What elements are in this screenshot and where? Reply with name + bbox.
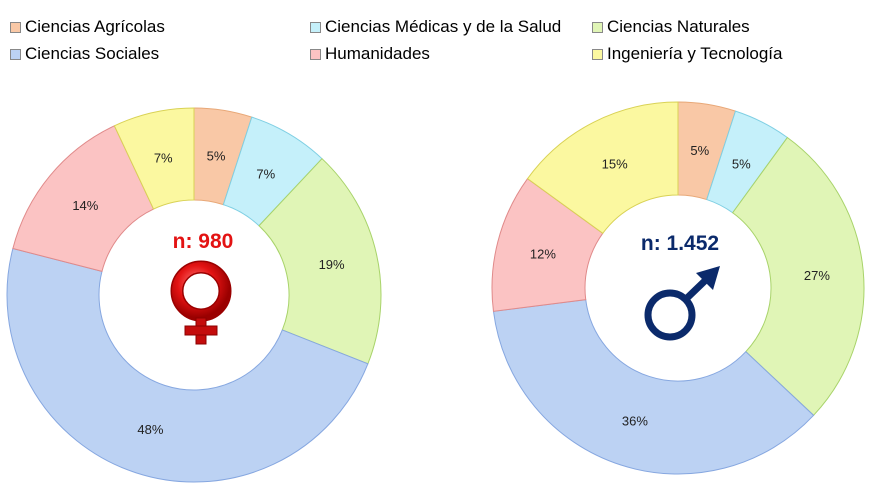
- data-label-ingenieria-y-tecnologia: 15%: [602, 157, 628, 172]
- data-label-ciencias-sociales: 48%: [137, 422, 163, 437]
- donut-male: 5% 5% 27% 36% 12% 15%: [491, 101, 865, 475]
- donut-female: 5% 7% 19% 48% 14% 7%: [6, 107, 382, 483]
- slice-ciencias-sociales: [492, 299, 815, 475]
- data-label-humanidades: 14%: [72, 198, 98, 213]
- legend-label: Ciencias Naturales: [607, 17, 750, 36]
- data-label-humanidades: 12%: [530, 246, 556, 261]
- legend-item-ingenieria-tecnologia: Ingeniería y Tecnología: [592, 44, 782, 64]
- legend-swatch: [592, 21, 603, 33]
- slice-ingenieria-y-tecnologia: [526, 101, 679, 235]
- center-label-female: n: 980: [173, 230, 234, 253]
- male-symbol-icon: [644, 266, 720, 341]
- female-symbol-icon: [170, 260, 232, 345]
- slice-ciencias-naturales: [731, 136, 865, 417]
- legend-item-ciencias-medicas: Ciencias Médicas y de la Salud: [310, 17, 561, 37]
- legend-label: Ciencias Agrícolas: [25, 17, 165, 36]
- data-label-ciencias-sociales: 36%: [622, 414, 648, 429]
- data-label-ciencias-medicas-y-de-la-salud: 7%: [256, 167, 275, 182]
- legend: Ciencias Agrícolas Ciencias Médicas y de…: [0, 0, 886, 80]
- data-label-ciencias-naturales: 27%: [804, 268, 830, 283]
- legend-item-ciencias-agricolas: Ciencias Agrícolas: [10, 17, 165, 37]
- legend-label: Ciencias Médicas y de la Salud: [325, 17, 562, 36]
- legend-label: Humanidades: [325, 44, 430, 63]
- legend-label: Ingeniería y Tecnología: [607, 44, 783, 63]
- data-label-ciencias-naturales: 19%: [319, 257, 345, 272]
- legend-item-ciencias-sociales: Ciencias Sociales: [10, 44, 159, 64]
- slice-ciencias-sociales: [6, 247, 369, 483]
- legend-swatch: [592, 48, 603, 60]
- legend-swatch: [10, 21, 21, 33]
- legend-item-humanidades: Humanidades: [310, 44, 430, 64]
- center-label-male: n: 1.452: [641, 232, 719, 255]
- legend-swatch: [310, 48, 321, 60]
- legend-swatch: [310, 21, 321, 33]
- slice-ingenieria-y-tecnologia: [113, 107, 195, 210]
- legend-swatch: [10, 48, 21, 60]
- data-label-ingenieria-y-tecnologia: 7%: [154, 150, 173, 165]
- data-label-ciencias-agricolas: 5%: [207, 149, 226, 164]
- slice-ciencias-naturales: [258, 157, 382, 365]
- legend-label: Ciencias Sociales: [25, 44, 160, 63]
- data-label-ciencias-agricolas: 5%: [690, 143, 709, 158]
- legend-item-ciencias-naturales: Ciencias Naturales: [592, 17, 750, 37]
- data-label-ciencias-medicas-y-de-la-salud: 5%: [732, 157, 751, 172]
